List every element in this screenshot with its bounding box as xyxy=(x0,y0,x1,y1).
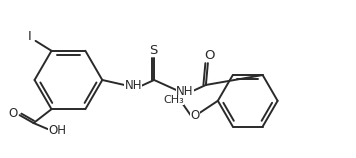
Text: O: O xyxy=(190,109,200,122)
Text: O: O xyxy=(8,107,17,120)
Text: O: O xyxy=(205,49,215,62)
Text: CH₃: CH₃ xyxy=(164,95,184,105)
Text: OH: OH xyxy=(48,125,67,137)
Text: NH: NH xyxy=(176,85,194,98)
Text: S: S xyxy=(149,44,157,57)
Text: I: I xyxy=(28,30,31,43)
Text: NH: NH xyxy=(125,79,142,92)
